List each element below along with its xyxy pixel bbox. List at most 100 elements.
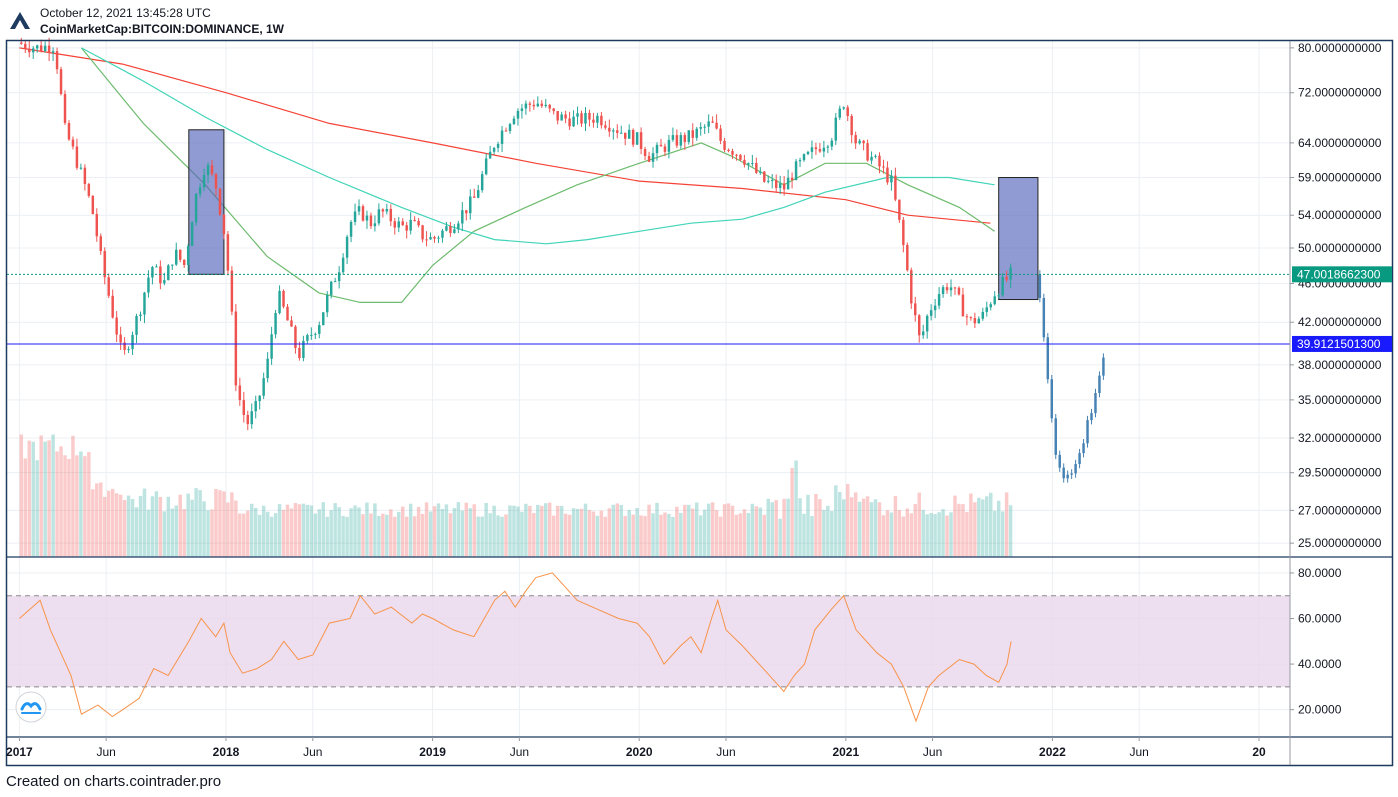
candle — [79, 167, 83, 169]
candle — [977, 318, 981, 324]
projection-candle — [1082, 443, 1085, 454]
volume-bar — [945, 515, 949, 557]
candle — [715, 122, 718, 129]
volume-bar — [981, 499, 985, 557]
highlight-box-2[interactable] — [998, 177, 1039, 301]
volume-bar — [591, 511, 596, 557]
volume-bar — [583, 503, 588, 557]
volume-bar — [242, 513, 246, 557]
volume-bar — [182, 509, 186, 557]
highlight-box-1[interactable] — [188, 129, 225, 275]
volume-bar — [178, 494, 182, 557]
volume-bar — [969, 493, 973, 557]
volume-bar — [246, 510, 250, 557]
volume-bar — [822, 509, 826, 557]
candle — [99, 236, 102, 252]
candle — [143, 292, 146, 315]
volume-bar — [393, 516, 397, 557]
projection-candle — [1066, 474, 1069, 479]
candle — [1001, 276, 1004, 296]
volume-bar — [913, 503, 917, 557]
candle — [759, 171, 762, 173]
price-axis[interactable]: 80.0000000000 72.0000000000 64.0000000000 5… — [1290, 41, 1382, 550]
volume-bar — [289, 508, 294, 557]
volume-bar — [389, 509, 393, 557]
candle — [937, 294, 941, 306]
candle — [413, 219, 416, 221]
candle — [898, 199, 901, 220]
candle — [886, 167, 889, 183]
candle — [584, 112, 587, 124]
price-tick-label: 27.0000000000 — [1298, 503, 1382, 517]
candle — [957, 287, 961, 295]
time-tick-label: 2017 — [6, 745, 33, 759]
candle — [540, 103, 544, 107]
candle — [504, 130, 508, 132]
volume-bar — [663, 512, 667, 557]
volume-bar — [186, 493, 190, 557]
time-tick-label: Jun — [96, 745, 115, 759]
rsi-band — [7, 595, 1290, 688]
candle — [341, 257, 345, 273]
volume-bar — [861, 498, 866, 557]
candle — [985, 307, 989, 312]
candle — [683, 135, 687, 142]
candle — [651, 153, 655, 162]
volume-bar — [687, 504, 691, 557]
volume-bar — [202, 501, 206, 557]
volume-bar — [285, 504, 290, 557]
candle — [691, 130, 694, 138]
candle — [397, 221, 400, 228]
volume-bar — [806, 494, 810, 557]
candle — [707, 121, 710, 127]
volume-bar — [889, 512, 894, 557]
volume-bar — [714, 510, 719, 557]
candle — [35, 45, 39, 49]
candle — [337, 272, 341, 282]
candle — [441, 230, 444, 238]
volume-bar — [91, 489, 95, 557]
time-axis[interactable]: 2017 Jun 2018 Jun 2019 Jun 2020 Jun 2021 Jun 2022 J… — [6, 737, 1266, 759]
price-tick-label: 50.0000000000 — [1298, 241, 1382, 255]
volume-bar — [412, 516, 417, 557]
candle — [55, 51, 59, 70]
volume-bar — [937, 512, 941, 557]
projection-candle — [1078, 453, 1081, 465]
volume-bar — [774, 500, 778, 557]
candle — [310, 334, 313, 336]
horizontal-lines[interactable] — [7, 273, 1290, 345]
outer-frame — [5, 39, 1394, 767]
candle — [878, 155, 881, 167]
candle — [353, 211, 357, 223]
volume-bar — [416, 506, 421, 557]
volume-bar — [281, 509, 286, 557]
tradingview-logo-icon[interactable] — [15, 691, 47, 723]
candle — [282, 290, 285, 307]
volume-bar — [540, 505, 544, 557]
pane-frames — [5, 39, 1394, 767]
volume-bar — [881, 515, 886, 557]
volume-bar — [567, 514, 572, 557]
volume-bar — [377, 515, 381, 557]
volume-bar — [385, 514, 389, 557]
candle — [850, 115, 853, 136]
volume-bar — [341, 515, 345, 557]
candle — [314, 333, 317, 335]
volume-bar — [174, 505, 178, 557]
volume-bar — [683, 504, 687, 557]
volume-bar — [1008, 505, 1013, 557]
volume-bar — [810, 516, 814, 557]
candle — [921, 331, 925, 336]
volume-bar — [432, 506, 437, 557]
candle — [405, 225, 408, 231]
candle — [635, 132, 639, 145]
highlight-boxes[interactable] — [188, 129, 1039, 301]
volume-bar — [901, 516, 906, 557]
candle — [993, 296, 996, 305]
volume-bar — [555, 505, 560, 557]
volume-bar — [627, 510, 631, 557]
volume-bar — [154, 491, 159, 557]
candle — [806, 151, 810, 155]
volume-bar — [524, 503, 528, 557]
